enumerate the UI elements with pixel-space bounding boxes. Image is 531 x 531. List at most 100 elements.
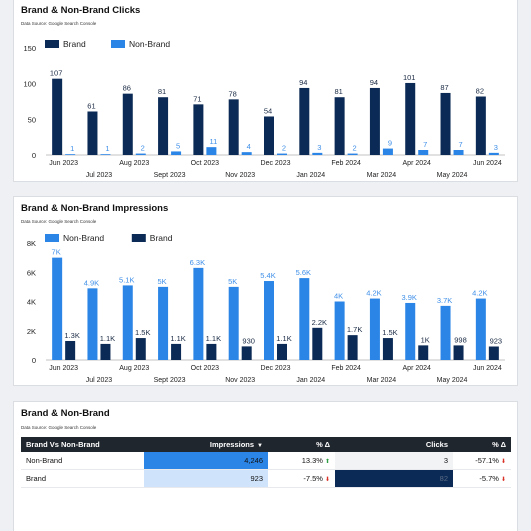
impressions-bar-a[interactable] <box>52 257 63 360</box>
clicks-bar-b[interactable] <box>382 148 393 155</box>
impressions-legend-swatch-0[interactable] <box>45 234 59 242</box>
clicks-bar-a[interactable] <box>228 99 239 155</box>
clicks-bar-b[interactable] <box>241 152 252 155</box>
clicks-data-label: 2 <box>141 144 145 153</box>
clicks-bar-b[interactable] <box>65 154 76 155</box>
clicks-bar-b[interactable] <box>418 150 429 155</box>
impressions-bar-b[interactable] <box>382 338 393 360</box>
impressions-bar-a[interactable] <box>228 286 239 360</box>
clicks-bar-a[interactable] <box>475 96 486 155</box>
impressions-bar-b[interactable] <box>488 346 499 360</box>
impressions-bar-a[interactable] <box>299 278 310 360</box>
table-header-row: Brand Vs Non-Brand Impressions ▼ % Δ Clic… <box>21 437 511 452</box>
impressions-bar-a[interactable] <box>334 301 345 361</box>
clicks-bar-b[interactable] <box>277 153 287 155</box>
clicks-chart[interactable]: Brand Non-Brand 0 50 100 150 107 1 Jun 2023 61 1 Ju… <box>14 0 519 182</box>
col-header-impressions[interactable]: Impressions ▼ <box>144 437 268 452</box>
clicks-delta-cell-value: -57.1% <box>475 456 499 465</box>
clicks-bar-b[interactable] <box>171 151 182 155</box>
impressions-data-label: 5.4K <box>260 271 275 280</box>
clicks-delta-cell: -5.7% ⬇ <box>453 469 511 488</box>
clicks-bar-a[interactable] <box>440 92 451 155</box>
clicks-bar-b[interactable] <box>100 154 111 155</box>
impressions-bar-b[interactable] <box>65 340 76 360</box>
impressions-data-label: 6.3K <box>190 258 205 267</box>
col-header-clicks-delta[interactable]: % Δ <box>453 437 511 452</box>
impressions-data-label: 5.6K <box>296 268 311 277</box>
impressions-data-label: 930 <box>242 336 255 345</box>
col-header-segment-label: Brand Vs Non-Brand <box>26 440 100 449</box>
clicks-bar-a[interactable] <box>405 82 416 155</box>
clicks-cell: 3 <box>335 452 453 470</box>
clicks-legend-swatch-0[interactable] <box>45 40 59 48</box>
impressions-chart-source: Data Source: Google Search Console <box>21 219 97 224</box>
impressions-bar-a[interactable] <box>405 302 416 360</box>
clicks-bar-a[interactable] <box>87 111 98 155</box>
impressions-bar-a[interactable] <box>158 286 169 360</box>
impressions-data-label: 1.1K <box>276 334 291 343</box>
impressions-x-tick-label: Mar 2024 <box>367 377 397 384</box>
impressions-bar-a[interactable] <box>440 305 451 360</box>
clicks-bar-a[interactable] <box>158 97 169 155</box>
clicks-y-tick-label: 50 <box>28 115 36 124</box>
impressions-data-label: 5.1K <box>119 275 134 284</box>
col-header-segment[interactable]: Brand Vs Non-Brand <box>21 437 144 452</box>
col-header-impressions-delta[interactable]: % Δ <box>268 437 335 452</box>
table-row[interactable]: Brand 923 -7.5% ⬇ 82 -5.7% ⬇ <box>21 469 511 488</box>
impressions-bar-b[interactable] <box>100 343 111 360</box>
table-row[interactable]: Non-Brand 4,246 13.3% ⬆ 3 -57.1% ⬇ <box>21 452 511 470</box>
clicks-bar-b[interactable] <box>312 152 323 155</box>
clicks-bar-a[interactable] <box>299 87 310 155</box>
clicks-bar-b[interactable] <box>206 147 217 155</box>
impressions-bar-a[interactable] <box>264 281 274 360</box>
impressions-bar-a[interactable] <box>369 298 380 360</box>
impressions-bar-b[interactable] <box>277 343 287 360</box>
impressions-y-tick-label: 4K <box>27 298 36 307</box>
impressions-bar-b[interactable] <box>418 345 429 360</box>
impressions-bar-b[interactable] <box>206 343 217 360</box>
sort-desc-icon[interactable]: ▼ <box>257 443 263 449</box>
arrow-up-icon: ⬆ <box>324 459 330 465</box>
clicks-data-label: 54 <box>264 106 272 115</box>
clicks-legend-label-1[interactable]: Non-Brand <box>129 39 170 49</box>
clicks-bar-b[interactable] <box>453 150 464 155</box>
impressions-x-tick-label: Jul 2023 <box>86 377 113 384</box>
impressions-x-tick-label: Feb 2024 <box>331 365 361 372</box>
impressions-legend-swatch-1[interactable] <box>131 234 146 242</box>
impressions-legend-label-0[interactable]: Non-Brand <box>63 233 104 243</box>
impressions-bar-b[interactable] <box>241 346 252 360</box>
impressions-bar-a[interactable] <box>475 298 486 360</box>
impressions-bar-b[interactable] <box>453 345 464 360</box>
clicks-x-tick-label: Dec 2023 <box>261 160 291 167</box>
impressions-bar-b[interactable] <box>347 335 358 360</box>
impressions-bar-a[interactable] <box>193 267 204 360</box>
clicks-data-label: 3 <box>317 143 321 152</box>
impressions-bar-b[interactable] <box>171 343 182 360</box>
impressions-x-tick-label: Jun 2023 <box>49 365 78 372</box>
impressions-legend-label-1[interactable]: Brand <box>150 233 173 243</box>
clicks-y-tick-label: 150 <box>23 44 36 53</box>
brand-table: Brand Vs Non-Brand Impressions ▼ % Δ Clic… <box>21 437 511 488</box>
impressions-data-label: 998 <box>454 335 467 344</box>
impressions-bar-b[interactable] <box>312 327 323 360</box>
impressions-bar-b[interactable] <box>135 338 146 360</box>
clicks-bar-a[interactable] <box>334 97 345 155</box>
clicks-bar-a[interactable] <box>52 78 63 155</box>
clicks-bar-a[interactable] <box>193 104 204 155</box>
impressions-bar-a[interactable] <box>87 288 98 360</box>
impressions-data-label: 1.1K <box>100 334 115 343</box>
clicks-bar-a[interactable] <box>369 87 380 155</box>
clicks-legend-swatch-1[interactable] <box>111 40 125 48</box>
clicks-bar-a[interactable] <box>264 116 274 155</box>
clicks-x-tick-label: Mar 2024 <box>367 172 397 179</box>
impressions-chart[interactable]: Non-Brand Brand 0 2K 4K 6K 8K 7K 1.3K Jun 2023 4.9… <box>14 197 519 387</box>
clicks-data-label: 101 <box>403 73 416 82</box>
clicks-data-label: 81 <box>334 87 342 96</box>
col-header-clicks[interactable]: Clicks <box>335 437 453 452</box>
clicks-bar-a[interactable] <box>122 93 133 155</box>
clicks-legend-label-0[interactable]: Brand <box>63 39 86 49</box>
impressions-bar-a[interactable] <box>122 285 133 360</box>
clicks-bar-b[interactable] <box>488 152 499 155</box>
clicks-bar-b[interactable] <box>347 153 358 155</box>
clicks-bar-b[interactable] <box>135 153 146 155</box>
